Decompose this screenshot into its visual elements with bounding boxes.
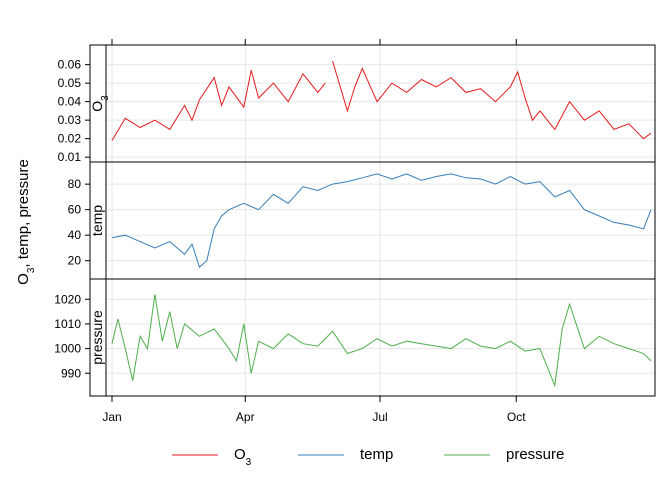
y-tick-label-temp-2: 60 [68, 203, 82, 217]
panel-temp: temp 20 40 60 80 [68, 161, 656, 280]
x-tick-label-0: Jan [102, 410, 121, 424]
y-tick-label-O3-2: 0.03 [58, 113, 82, 127]
y-axis-title: O3, temp, pressure [15, 159, 37, 285]
y-tick-label-pressure-1: 1000 [54, 342, 81, 356]
series-line-pressure-0 [111, 294, 652, 388]
y-tick-label-pressure-0: 990 [61, 366, 81, 380]
y-tick-label-O3-1: 0.02 [58, 132, 82, 146]
x-tick-label-3: Oct [507, 410, 526, 424]
panel-frame-temp [89, 161, 656, 280]
x-axis: Jan Apr Jul Oct [102, 396, 526, 424]
strip-label-O3: O3 [89, 95, 111, 112]
panel-pressure: pressure 990 1000 1010 1020 [54, 278, 656, 397]
series-line-temp-0 [111, 173, 652, 268]
y-tick-label-temp-1: 40 [68, 228, 82, 242]
series-line-O3-0 [111, 70, 326, 141]
legend-label-2: pressure [506, 446, 564, 463]
y-tick-label-pressure-2: 1010 [54, 317, 81, 331]
legend-label-0: O3 [234, 446, 252, 468]
panel-O3: O3 0.01 0.02 0.03 0.04 0.05 0.06 [58, 44, 656, 164]
y-tick-label-O3-4: 0.05 [58, 76, 82, 90]
x-tick-label-2: Jul [372, 410, 387, 424]
chart-panels: O3 0.01 0.02 0.03 0.04 0.05 0.06 temp 20 40 60 80 pr… [54, 44, 656, 397]
legend: O3 temp pressure [172, 446, 564, 468]
y-axis-title-rest: , temp, pressure [15, 159, 32, 267]
strip-label-temp: temp [89, 205, 105, 236]
y-axis-title-O: O [15, 273, 32, 285]
x-tick-label-1: Apr [236, 410, 255, 424]
y-tick-label-pressure-3: 1020 [54, 292, 81, 306]
panel-frame-O3 [89, 44, 656, 163]
y-tick-label-temp-0: 20 [68, 254, 82, 268]
strip-label-pressure: pressure [89, 310, 105, 365]
y-tick-label-O3-5: 0.06 [58, 58, 82, 72]
y-tick-label-O3-3: 0.04 [58, 95, 82, 109]
legend-label-1: temp [360, 446, 393, 463]
panel-frame-pressure [89, 278, 656, 397]
series-line-O3-1 [332, 60, 652, 140]
svg-text:O3, temp, pressure: O3, temp, pressure [15, 159, 37, 285]
y-axis-title-sub: 3 [26, 267, 37, 273]
top-axis [111, 39, 517, 45]
y-tick-label-O3-0: 0.01 [58, 150, 82, 164]
y-tick-label-temp-3: 80 [68, 177, 82, 191]
